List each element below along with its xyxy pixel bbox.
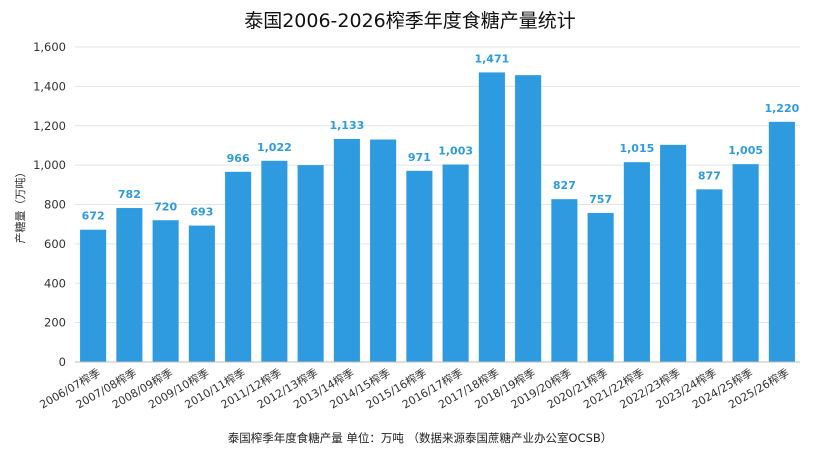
bar xyxy=(406,170,433,362)
y-tick-label: 600 xyxy=(44,237,66,251)
y-tick-label: 1,400 xyxy=(33,79,66,93)
y-tick-label: 200 xyxy=(44,316,66,330)
bar xyxy=(225,171,252,362)
data-label: 1,005 xyxy=(728,144,763,157)
y-tick-label: 1,600 xyxy=(33,40,66,54)
data-label: 1,471 xyxy=(474,52,509,65)
chart-title: 泰国2006-2026榨季年度食糖产量统计 xyxy=(244,10,576,32)
x-axis-ticks: 2006/07榨季2007/08榨季2008/09榨季2009/10榨季2010… xyxy=(37,365,791,411)
data-label: 693 xyxy=(190,206,213,219)
y-tick-label: 800 xyxy=(44,198,66,212)
bar xyxy=(623,162,650,362)
data-label: 1,015 xyxy=(619,142,654,155)
data-label: 971 xyxy=(408,151,431,164)
data-label: 757 xyxy=(589,193,612,206)
bar xyxy=(551,199,578,362)
y-axis-label: 产糖量（万吨） xyxy=(13,167,27,244)
data-labels: 672 782 720 693 966 1,022 1,133 971 1,003 1,471 82… xyxy=(82,52,800,222)
bar xyxy=(188,225,215,362)
bars xyxy=(80,72,795,362)
data-label: 877 xyxy=(698,169,721,182)
data-label: 1,220 xyxy=(764,102,799,115)
bar xyxy=(370,139,397,362)
bar xyxy=(660,144,687,362)
bar xyxy=(732,164,759,362)
data-label: 672 xyxy=(82,210,105,223)
bar xyxy=(152,220,179,362)
bar xyxy=(80,229,107,362)
bar xyxy=(768,121,795,362)
bar xyxy=(587,212,614,362)
data-label: 966 xyxy=(227,152,250,165)
data-label: 1,133 xyxy=(329,119,364,132)
bar xyxy=(297,165,324,362)
data-label: 827 xyxy=(553,179,576,192)
data-label: 720 xyxy=(154,200,177,213)
gridlines xyxy=(75,46,800,324)
data-label: 1,003 xyxy=(438,145,473,158)
data-label: 782 xyxy=(118,188,141,201)
y-tick-label: 1,200 xyxy=(33,119,66,133)
bar xyxy=(515,75,542,362)
y-tick-label: 400 xyxy=(44,276,66,290)
bar xyxy=(442,164,469,362)
y-axis-ticks: 0 200 400 600 800 1,000 1,200 1,400 1,600 xyxy=(33,40,66,369)
source-footnote: 泰国榨季年度食糖产量 单位：万吨 （数据来源泰国蔗糖产业办公室OCSB） xyxy=(228,431,613,445)
bar xyxy=(333,138,360,362)
data-label: 1,022 xyxy=(257,141,292,154)
bar xyxy=(261,160,288,362)
bar xyxy=(116,208,143,362)
bar xyxy=(478,72,505,362)
y-tick-label: 1,000 xyxy=(33,158,66,172)
y-tick-label: 0 xyxy=(59,355,66,369)
bar xyxy=(696,189,723,362)
